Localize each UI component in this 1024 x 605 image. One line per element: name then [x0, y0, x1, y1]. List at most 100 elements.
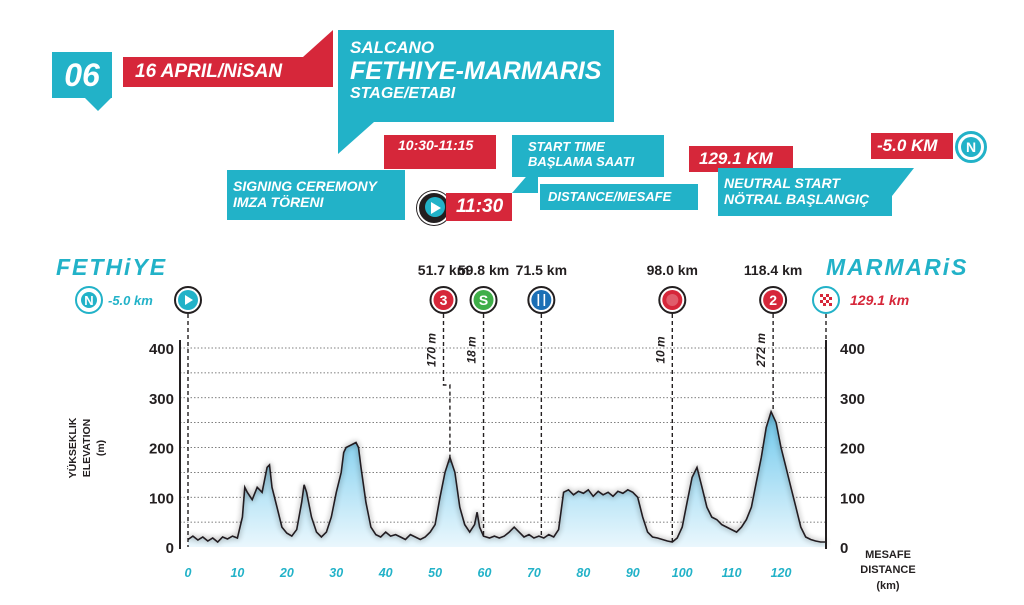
bonus-star: [666, 294, 679, 306]
finish-icon: [812, 286, 840, 314]
y-tick-label-left: 100: [149, 490, 174, 507]
sprint-icon: S: [469, 286, 498, 314]
neutral-distance-box: -5.0 KM: [871, 133, 953, 159]
marker-altitude-label: 10 m: [653, 336, 667, 364]
start-icon: [174, 286, 202, 314]
climb-icon: 2: [759, 286, 788, 314]
start-label-en: START TIME: [528, 139, 605, 154]
neutral-label-box: NEUTRAL START NÖTRAL BAŞLANGIÇ: [718, 168, 892, 216]
x-tick-label: 60: [478, 566, 492, 580]
neutral-label-en: NEUTRAL START: [724, 175, 840, 191]
icon-symbol: 2: [769, 292, 777, 308]
start-city: FETHiYE: [56, 254, 167, 280]
distance-label-box: DISTANCE/MESAFE: [540, 184, 698, 210]
x-tick-label: 80: [576, 566, 590, 580]
icon-fill: [531, 290, 552, 310]
stage-label: STAGE/ETABI: [350, 85, 456, 102]
icon-fill: [662, 290, 683, 310]
route-name: FETHIYE-MARMARIS: [350, 57, 602, 85]
checker-square: [820, 300, 823, 303]
finish-km-label: 129.1 km: [850, 292, 909, 308]
y-tick-label-right: 300: [840, 391, 865, 408]
marker-altitude-label: 170 m: [424, 333, 438, 367]
marker-guide-line: [442, 314, 451, 463]
stage-number-box: 06: [52, 52, 112, 98]
signing-label-tr: IMZA TÖRENI: [233, 194, 324, 210]
y-tick-label-left: 0: [166, 540, 174, 557]
icon-fill: [473, 290, 494, 310]
distance-label: DISTANCE/MESAFE: [548, 189, 672, 204]
checker-square: [829, 297, 832, 300]
icon-symbol: 3: [440, 292, 448, 308]
neutral-distance: -5.0 KM: [877, 136, 938, 155]
title-box-tail: [338, 122, 374, 154]
finish-city: MARMARiS: [826, 254, 969, 280]
checker-square: [826, 300, 829, 303]
checker-square: [823, 297, 826, 300]
neutral-fill: [81, 292, 97, 308]
distance-value: 129.1 KM: [699, 149, 773, 168]
neutral-icon: N: [75, 286, 103, 314]
marker-altitude-label: 18 m: [465, 336, 479, 364]
y-tick-label-left: 300: [149, 391, 174, 408]
ylabel-en: ELEVATION: [81, 419, 93, 478]
stage-number: 06: [64, 57, 100, 93]
neutral-label-corner: [892, 168, 914, 196]
neutral-label-tr: NÖTRAL BAŞLANGIÇ: [724, 191, 870, 207]
icon-fill: [763, 290, 784, 310]
sponsor-name: SALCANO: [350, 38, 435, 57]
x-tick-label: 90: [626, 566, 640, 580]
neutral-icon: N: [955, 131, 987, 163]
marker-km-label: 98.0 km: [647, 262, 698, 278]
xlabel-unit: (km): [876, 580, 900, 592]
x-tick-label: 20: [279, 566, 294, 580]
x-tick-label: 120: [771, 566, 792, 580]
stage-tag-tail: [84, 97, 112, 111]
neutral-icon-inner: N: [961, 137, 981, 157]
date-box: 16 APRIL/NiSAN: [123, 57, 333, 87]
profile-fill: [188, 411, 826, 547]
y-tick-label-right: 100: [840, 490, 865, 507]
play-glyph: [185, 295, 193, 305]
marker-altitude-label: 272 m: [754, 333, 768, 368]
checker-square: [820, 294, 823, 297]
xlabel-en: DISTANCE: [860, 564, 915, 576]
checker-square: [826, 294, 829, 297]
climb-icon: 3: [429, 286, 458, 314]
y-tick-label-left: 200: [149, 441, 174, 458]
x-tick-label: 100: [672, 566, 693, 580]
x-tick-label: 10: [230, 566, 244, 580]
signing-time-box: 10:30-11:15: [384, 135, 496, 169]
date-label: 16 APRIL/NiSAN: [135, 61, 283, 82]
y-tick-label-right: 200: [840, 441, 865, 458]
x-tick-label: 0: [185, 566, 192, 580]
ylabel-tr: YÜKSEKLIK: [66, 417, 79, 478]
icon-symbol: N: [84, 293, 93, 308]
start-icon-circle: [417, 191, 451, 225]
marker-km-label: 59.8 km: [458, 262, 509, 278]
distance-box: 129.1 KM: [689, 146, 793, 172]
y-tick-label-right: 0: [840, 540, 848, 557]
x-tick-label: 50: [428, 566, 442, 580]
ylabel-unit: (m): [95, 440, 107, 456]
marker-km-label: 71.5 km: [516, 262, 567, 278]
x-tick-label: 40: [378, 566, 393, 580]
date-box-corner: [303, 30, 333, 57]
x-tick-label: 70: [527, 566, 541, 580]
x-tick-label: 30: [329, 566, 343, 580]
start-label-tr: BAŞLAMA SAATI: [528, 154, 635, 169]
x-tick-label: 110: [722, 566, 742, 580]
start-label-box: START TIME BAŞLAMA SAATI: [512, 135, 664, 177]
markers: N 3 51.7 km 170 m S 59.8 km 18 m 71.5 km 98.0 km…: [75, 262, 840, 547]
bonus-icon: [658, 286, 687, 314]
feed-icon: [527, 286, 556, 314]
grid: [180, 347, 826, 523]
checker-square: [823, 303, 826, 306]
marker-km-label: 118.4 km: [744, 262, 802, 278]
start-time-box: 11:30: [446, 193, 512, 221]
signing-time: 10:30-11:15: [398, 137, 474, 153]
icon-fill: [433, 290, 454, 310]
signing-label-en: SIGNING CEREMONY: [233, 178, 377, 194]
